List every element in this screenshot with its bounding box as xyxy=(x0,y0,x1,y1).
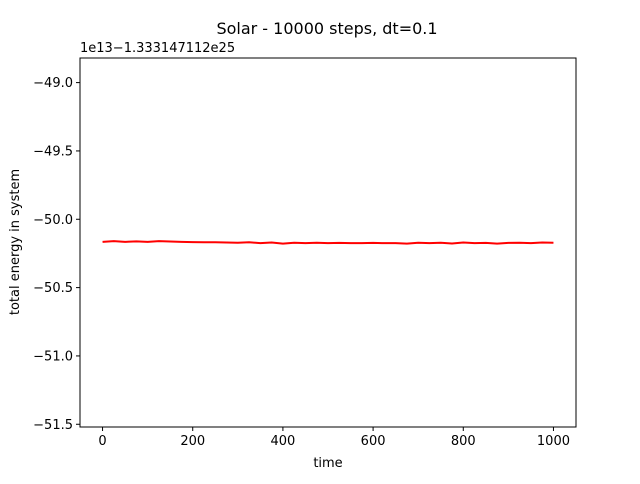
y-tick-label: −50.0 xyxy=(33,213,73,228)
x-tick-label: 0 xyxy=(98,434,106,449)
x-tick-label: 200 xyxy=(180,434,205,449)
y-axis-ticks: −49.0 −49.5 −50.0 −50.5 −51.0 −51.5 xyxy=(33,76,80,433)
y-tick-label: −50.5 xyxy=(33,281,73,296)
x-axis-label: time xyxy=(313,456,342,471)
x-axis-ticks: 0 200 400 600 800 1000 xyxy=(98,427,570,449)
x-tick-label: 800 xyxy=(451,434,476,449)
y-axis-label: total energy in system xyxy=(8,169,23,315)
y-tick-label: −49.5 xyxy=(33,144,73,159)
axis-offset-label: 1e13−1.333147112e25 xyxy=(80,41,235,56)
x-tick-label: 400 xyxy=(270,434,295,449)
x-tick-label: 600 xyxy=(361,434,386,449)
x-tick-label: 1000 xyxy=(537,434,570,449)
plot-area xyxy=(79,57,577,428)
series-layer xyxy=(102,240,554,245)
y-tick-label: −51.5 xyxy=(33,418,73,433)
y-tick-label: −49.0 xyxy=(33,76,73,91)
chart-title: Solar - 10000 steps, dt=0.1 xyxy=(216,19,437,38)
y-tick-label: −51.0 xyxy=(33,349,73,364)
series-line xyxy=(102,240,554,245)
